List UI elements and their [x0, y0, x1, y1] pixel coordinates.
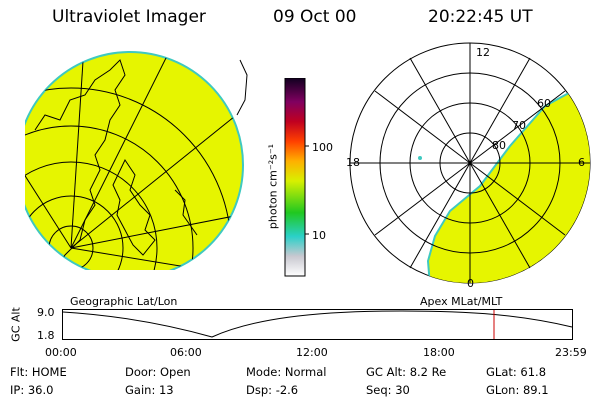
- footer-flt-value: HOME: [31, 365, 67, 379]
- timeline-y-tick-low: 1.8: [37, 329, 55, 342]
- globe-meridian: [25, 159, 72, 249]
- timeline-x-tick-2359: 23:59: [555, 346, 587, 359]
- globe-lat-circle: [25, 161, 158, 270]
- footer-seq-label: Seq:: [366, 383, 392, 397]
- footer-gc-alt-value: 8.2 Re: [409, 365, 447, 379]
- auroral-oval-region: [426, 74, 590, 283]
- timeline-x-tick-0000: 00:00: [45, 346, 77, 359]
- footer-door-value: Open: [159, 365, 191, 379]
- footer-flt-label: Flt:: [10, 365, 29, 379]
- globe-image: [25, 51, 248, 270]
- coastline: [112, 158, 156, 256]
- footer-mode-value: Normal: [284, 365, 327, 379]
- timeline-left-title: Geographic Lat/Lon: [70, 295, 178, 308]
- coastline: [174, 189, 198, 236]
- time-label: 20:22:45 UT: [428, 7, 533, 27]
- footer-gain-label: Gain:: [125, 383, 156, 397]
- colorbar-tick-100: 100: [312, 141, 333, 154]
- timeline-x-tick-0600: 06:00: [170, 346, 202, 359]
- footer-dsp-label: Dsp:: [246, 383, 273, 397]
- timeline-y-tick-high: 9.0: [37, 306, 55, 319]
- footer-glon: GLon: 89.1: [486, 383, 549, 397]
- globe-disk: [25, 51, 244, 270]
- footer-glon-value: 89.1: [522, 383, 549, 397]
- colorbar-unit-label: photon cm⁻²s⁻¹: [266, 143, 280, 230]
- footer-gc-alt-label: GC Alt:: [366, 365, 407, 379]
- globe-meridian: [70, 52, 176, 249]
- instrument-title: Ultraviolet Imager: [52, 7, 206, 27]
- footer-gain: Gain: 13: [125, 383, 174, 397]
- footer-glat-label: GLat:: [486, 365, 517, 379]
- polar-plot: [349, 42, 591, 284]
- timeline-x-tick-1200: 12:00: [296, 346, 328, 359]
- footer-gc-alt: GC Alt: 8.2 Re: [366, 365, 446, 379]
- polar-lat-label-70: 70: [512, 119, 526, 132]
- footer-gain-value: 13: [158, 383, 174, 397]
- coastline: [29, 254, 46, 270]
- footer-mode: Mode: Normal: [246, 365, 326, 379]
- globe-meridian: [70, 52, 86, 249]
- globe-lat-circle: [25, 195, 124, 270]
- footer-door: Door: Open: [125, 365, 191, 379]
- altitude-curve: [62, 310, 573, 338]
- globe-lat-circle: [25, 125, 194, 270]
- footer-ip: IP: 36.0: [10, 383, 53, 397]
- coastline: [34, 59, 126, 270]
- polar-label-right: 6: [578, 156, 585, 169]
- timeline-right-title: Apex MLat/MLT: [420, 295, 503, 308]
- polar-lat-label-80: 80: [492, 139, 506, 152]
- footer-glon-label: GLon:: [486, 383, 520, 397]
- timeline-y-axis-label: GC Alt: [9, 307, 23, 342]
- footer-dsp-value: -2.6: [275, 383, 299, 397]
- footer-flt: Flt: HOME: [10, 365, 67, 379]
- globe-meridian: [70, 247, 243, 270]
- footer-mode-label: Mode:: [246, 365, 282, 379]
- polar-label-top: 12: [476, 46, 490, 59]
- timeline-plot: [62, 309, 573, 340]
- footer-door-label: Door:: [125, 365, 157, 379]
- coastline-outside: [236, 59, 248, 116]
- polar-label-left: 18: [346, 156, 360, 169]
- footer-ip-label: IP:: [10, 383, 25, 397]
- footer-glat: GLat: 61.8: [486, 365, 546, 379]
- polar-label-bottom: 0: [467, 277, 474, 290]
- footer-seq: Seq: 30: [366, 383, 410, 397]
- polar-lat-label-60: 60: [537, 97, 551, 110]
- globe-meridian: [70, 99, 243, 249]
- footer-glat-value: 61.8: [520, 365, 547, 379]
- footer-dsp: Dsp: -2.6: [246, 383, 298, 397]
- timeline-x-tick-1800: 18:00: [423, 346, 455, 359]
- footer-ip-value: 36.0: [27, 383, 54, 397]
- colorbar-tick-10: 10: [312, 229, 326, 242]
- date-label: 09 Oct 00: [273, 7, 357, 27]
- polar-data-point: [418, 156, 422, 160]
- colorbar: [284, 78, 309, 277]
- footer-seq-value: 30: [395, 383, 410, 397]
